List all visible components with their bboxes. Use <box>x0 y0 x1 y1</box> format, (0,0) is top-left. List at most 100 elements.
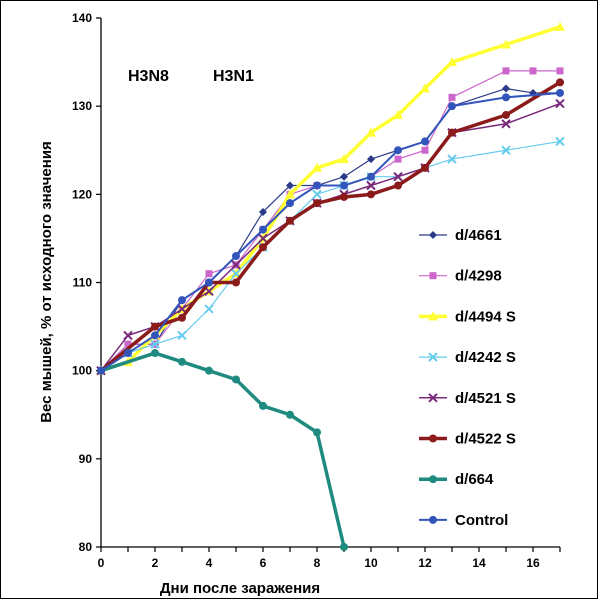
data-point <box>340 192 348 201</box>
data-point <box>556 67 564 75</box>
y-tick-label: 130 <box>72 99 92 113</box>
data-point <box>151 322 159 331</box>
data-point <box>555 98 565 109</box>
legend-label: d/4522 S <box>455 431 516 448</box>
data-point <box>259 207 267 216</box>
data-point <box>313 199 321 208</box>
data-point <box>286 199 294 208</box>
series-d-4298 <box>97 67 564 375</box>
legend-item: d/4242 S <box>419 349 516 366</box>
data-point <box>501 119 511 129</box>
data-point <box>447 57 457 67</box>
annotation-h3n1: H3N1 <box>213 68 254 85</box>
legend-label: d/4661 <box>455 227 502 244</box>
legend-item: d/4661 <box>419 227 502 244</box>
data-point <box>393 171 403 182</box>
data-point <box>501 145 511 155</box>
y-tick-label: 140 <box>72 11 92 25</box>
legend-swatch-marker <box>429 231 437 239</box>
data-point <box>150 339 160 349</box>
x-tick-label: 16 <box>526 556 540 570</box>
data-point <box>448 128 456 137</box>
y-tick-label: 110 <box>73 276 93 290</box>
legend-label: d/664 <box>455 471 494 488</box>
legend-label: d/4494 S <box>455 308 516 325</box>
series-line-control <box>100 91 561 372</box>
x-tick-label: 4 <box>206 556 213 570</box>
data-point <box>393 109 403 119</box>
legend-swatch-marker <box>429 475 437 484</box>
data-point <box>313 428 321 437</box>
x-tick-label: 10 <box>364 556 378 570</box>
data-point <box>394 181 402 190</box>
data-point <box>367 155 375 164</box>
legend-label: Control <box>455 512 508 529</box>
data-point <box>232 375 240 384</box>
data-point <box>448 93 456 101</box>
data-point <box>447 154 457 164</box>
legend-item: d/664 <box>419 471 494 488</box>
data-point <box>286 410 294 419</box>
data-point <box>502 93 510 102</box>
legend: d/4661 d/4298 d/4494 S d/4242 S d/4521 S d/45… <box>419 227 516 529</box>
y-tick-label: 120 <box>72 187 92 201</box>
series-line-d-664 <box>99 351 346 549</box>
data-point <box>258 233 268 244</box>
data-point <box>420 83 430 93</box>
data-point <box>502 110 510 119</box>
data-point <box>97 366 105 375</box>
data-point <box>151 349 159 358</box>
data-point <box>367 190 375 199</box>
legend-label: d/4298 <box>455 268 502 285</box>
data-point <box>366 180 376 191</box>
series-layer <box>96 21 565 551</box>
data-point <box>178 313 186 322</box>
legend-label: d/4242 S <box>455 349 516 366</box>
data-point <box>367 172 375 181</box>
data-point <box>312 162 322 172</box>
data-point <box>205 270 213 278</box>
legend-swatch-marker <box>428 352 438 362</box>
data-point <box>232 278 240 287</box>
data-point <box>448 102 456 111</box>
data-point <box>151 331 159 340</box>
data-point <box>285 189 295 199</box>
legend-item: Control <box>419 512 508 529</box>
data-point <box>502 67 510 75</box>
data-point <box>394 146 402 155</box>
x-axis-title: Дни после заражения <box>160 580 320 597</box>
data-point <box>529 67 537 75</box>
x-tick-label: 2 <box>152 556 159 570</box>
data-point <box>286 181 294 190</box>
legend-label: d/4521 S <box>455 390 516 407</box>
data-point <box>394 155 402 163</box>
data-point <box>205 366 213 375</box>
x-tick-label: 0 <box>98 556 105 570</box>
data-point <box>555 21 565 31</box>
series-line-d-4242-s <box>100 140 561 372</box>
data-point <box>204 304 214 314</box>
data-point <box>124 349 132 358</box>
data-point <box>555 136 565 147</box>
data-point <box>231 260 241 270</box>
data-point <box>421 163 429 172</box>
legend-item: d/4522 S <box>419 431 516 448</box>
series-line-d-4298 <box>100 70 561 372</box>
legend-swatch-marker <box>429 515 437 524</box>
data-point <box>177 330 187 341</box>
legend-swatch-marker <box>429 434 437 443</box>
data-point <box>312 189 322 200</box>
data-point <box>556 88 564 97</box>
data-point <box>313 181 321 190</box>
data-point <box>340 172 348 181</box>
data-point <box>259 401 267 410</box>
data-point <box>421 137 429 146</box>
axes: 80 90 100 110 120 130 140 0 2 4 6 8 10 12 14 16 <box>72 11 561 570</box>
series-d-4242-s <box>96 136 565 376</box>
data-point <box>123 330 133 341</box>
legend-item: d/4521 S <box>419 390 516 407</box>
legend-swatch-marker <box>429 272 437 280</box>
data-point <box>232 252 240 261</box>
data-point <box>124 340 132 348</box>
